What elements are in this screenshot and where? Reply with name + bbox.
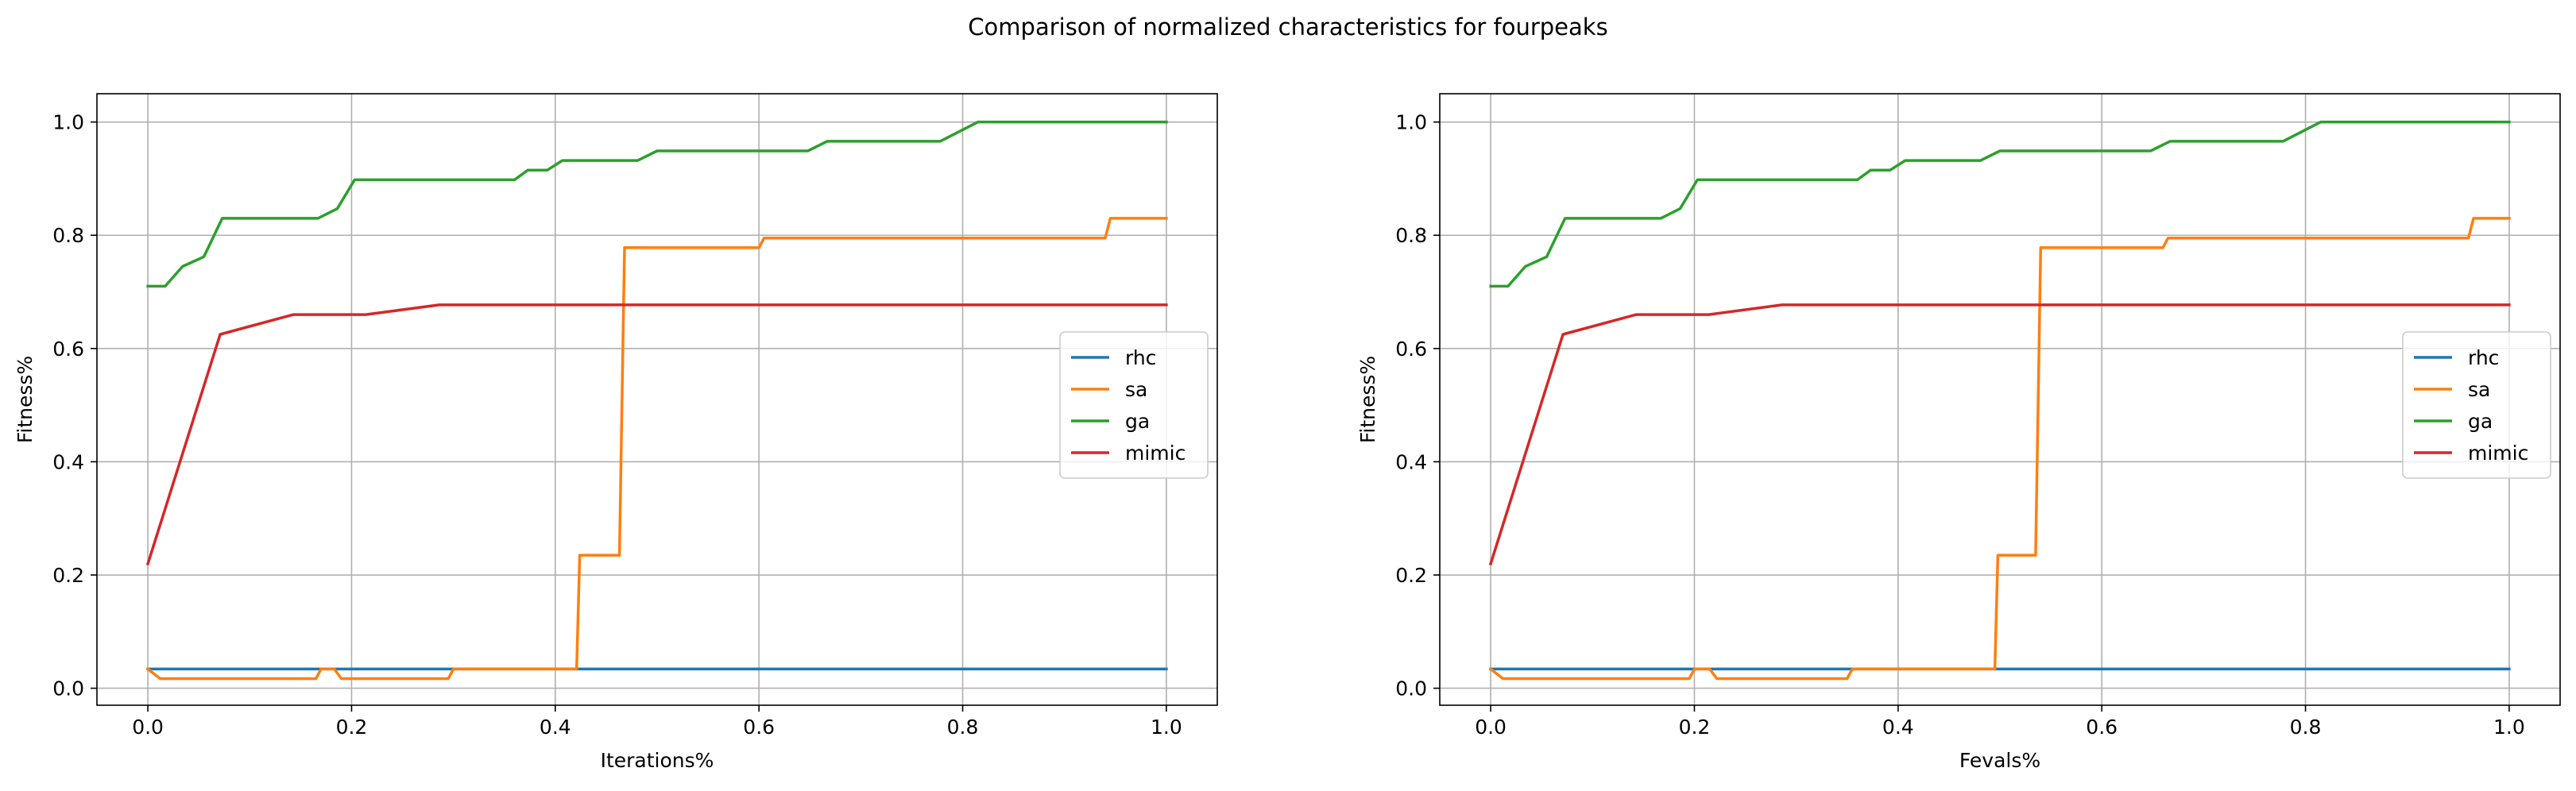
left-x-tick-label: 1.0 (1151, 716, 1182, 739)
right-legend-label-ga: ga (2468, 410, 2493, 433)
right-y-tick-label: 1.0 (1395, 111, 1427, 134)
right-y-axis-label: Fitness% (1356, 356, 1379, 443)
right-y-tick-label: 0.4 (1395, 450, 1427, 473)
left-legend: rhc sa ga mimic (1059, 331, 1209, 479)
right-plot-frame (1439, 93, 2561, 706)
left-y-tick-label: 1.0 (52, 111, 84, 134)
right-legend-label-mimic: mimic (2468, 442, 2528, 465)
left-y-axis-label: Fitness% (14, 356, 37, 443)
right-legend-label-rhc: rhc (2468, 346, 2499, 369)
right-y-tick-label: 0.2 (1395, 564, 1427, 587)
left-chart: 0.0 0.2 0.4 0.6 0.8 1.0 0.0 0.2 0.4 0.6 0.8 1.0 Iter… (14, 93, 1218, 772)
right-series-mimic (1488, 303, 2511, 565)
left-series-ga (146, 120, 1168, 288)
left-legend-box (1059, 331, 1209, 479)
left-legend-label-rhc: rhc (1125, 346, 1156, 369)
right-x-axis-label: Fevals% (1959, 749, 2040, 772)
right-x-tick-label: 0.4 (1882, 716, 1914, 739)
right-x-tick-label: 1.0 (2493, 716, 2525, 739)
left-legend-label-mimic: mimic (1125, 442, 1186, 465)
left-x-axis-label: Iterations% (601, 749, 714, 772)
left-y-tick-label: 0.8 (52, 224, 84, 247)
right-legend: rhc sa ga mimic (2402, 331, 2551, 479)
right-x-tick-label: 0.2 (1679, 716, 1711, 739)
right-y-tick-label: 0.6 (1395, 338, 1427, 361)
right-y-tick-label: 0.8 (1395, 224, 1427, 247)
left-series-mimic (145, 303, 1168, 565)
right-x-tick-label: 0.0 (1475, 716, 1507, 739)
right-series-ga (1489, 120, 2511, 288)
left-x-tick-label: 0.2 (336, 716, 368, 739)
right-x-tick-label: 0.6 (2086, 716, 2118, 739)
left-y-tick-label: 0.2 (52, 564, 84, 587)
left-x-tick-label: 0.6 (743, 716, 775, 739)
left-x-tick-label: 0.8 (947, 716, 979, 739)
left-x-tick-label: 0.0 (132, 716, 164, 739)
left-series-sa (145, 217, 1168, 681)
right-legend-label-sa: sa (2468, 378, 2490, 401)
left-y-tick-label: 0.4 (52, 450, 84, 473)
left-y-tick-label: 0.0 (52, 677, 84, 700)
right-x-tick-label: 0.8 (2290, 716, 2322, 739)
left-y-tick-label: 0.6 (52, 338, 84, 361)
left-x-tick-label: 0.4 (540, 716, 571, 739)
right-legend-box (2402, 331, 2551, 479)
left-legend-label-sa: sa (1125, 378, 1147, 401)
right-chart: 0.0 0.2 0.4 0.6 0.8 1.0 0.0 0.2 0.4 0.6 0.8 1.0 Feva… (1356, 93, 2561, 772)
right-y-tick-label: 0.0 (1395, 677, 1427, 700)
left-plot-frame (96, 93, 1218, 706)
left-legend-label-ga: ga (1125, 410, 1150, 433)
right-series-sa (1488, 217, 2511, 681)
figure-title: Comparison of normalized characteristics… (968, 14, 1607, 41)
